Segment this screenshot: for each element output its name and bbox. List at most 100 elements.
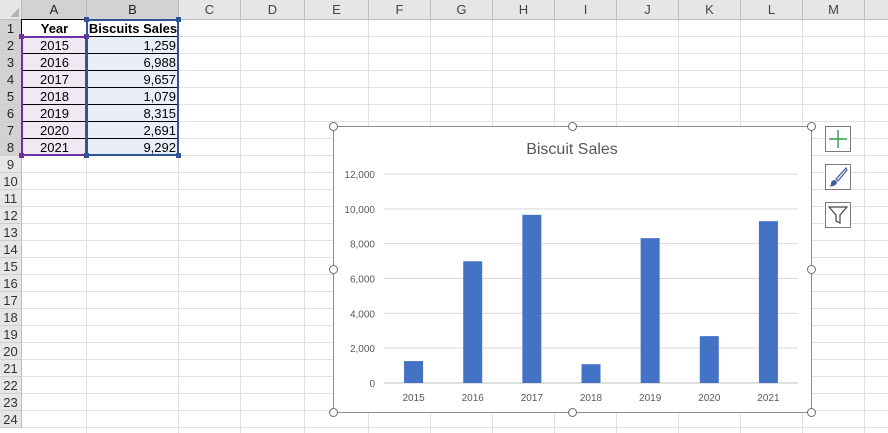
row-header-23[interactable]: 23 bbox=[0, 394, 22, 411]
chart-object[interactable]: Biscuit Sales 0 2,000 4,000 6,000 8,000 10,00… bbox=[333, 126, 812, 413]
column-header-c[interactable]: C bbox=[179, 0, 241, 20]
x-tick-label[interactable]: 2020 bbox=[698, 393, 721, 404]
column-header-l[interactable]: L bbox=[741, 0, 803, 20]
sales-cell[interactable]: 9,657 bbox=[87, 71, 179, 88]
chart-resize-handle[interactable] bbox=[567, 121, 577, 131]
row-header-19[interactable]: 19 bbox=[0, 326, 22, 343]
table-border bbox=[22, 70, 179, 71]
grid-line-horizontal bbox=[22, 36, 888, 37]
grid-line-vertical bbox=[304, 20, 305, 433]
row-header-16[interactable]: 16 bbox=[0, 275, 22, 292]
row-header-13[interactable]: 13 bbox=[0, 224, 22, 241]
row-header-15[interactable]: 15 bbox=[0, 258, 22, 275]
row-header-20[interactable]: 20 bbox=[0, 343, 22, 360]
y-tick-label[interactable]: 8,000 bbox=[350, 240, 375, 251]
chart-styles-button[interactable] bbox=[825, 164, 851, 190]
y-tick-label[interactable]: 10,000 bbox=[344, 205, 375, 216]
column-header-j[interactable]: J bbox=[617, 0, 679, 20]
range-handle[interactable] bbox=[84, 17, 89, 22]
year-cell[interactable]: 2016 bbox=[22, 54, 87, 71]
column-header-n[interactable]: N bbox=[865, 0, 888, 20]
chart-resize-handle[interactable] bbox=[806, 264, 816, 274]
y-tick-label[interactable]: 2,000 bbox=[350, 344, 375, 355]
sales-cell[interactable]: 8,315 bbox=[87, 105, 179, 122]
x-tick-label[interactable]: 2018 bbox=[580, 393, 603, 404]
column-header-d[interactable]: D bbox=[241, 0, 305, 20]
row-header-9[interactable]: 9 bbox=[0, 156, 22, 173]
grid-line-horizontal bbox=[22, 427, 888, 428]
year-cell[interactable]: 2017 bbox=[22, 71, 87, 88]
row-header-18[interactable]: 18 bbox=[0, 309, 22, 326]
sales-cell[interactable]: 9,292 bbox=[87, 139, 179, 156]
row-header-3[interactable]: 3 bbox=[0, 54, 22, 71]
chart-resize-handle[interactable] bbox=[806, 407, 816, 417]
row-header-5[interactable]: 5 bbox=[0, 88, 22, 105]
select-all-button[interactable] bbox=[0, 0, 22, 20]
bar-chart[interactable]: Biscuit Sales 0 2,000 4,000 6,000 8,000 10,00… bbox=[334, 127, 811, 412]
chart-resize-handle[interactable] bbox=[806, 121, 816, 131]
row-header-7[interactable]: 7 bbox=[0, 122, 22, 139]
year-cell[interactable]: 2019 bbox=[22, 105, 87, 122]
column-header-f[interactable]: F bbox=[369, 0, 431, 20]
table-border bbox=[22, 87, 179, 88]
column-header-k[interactable]: K bbox=[679, 0, 741, 20]
y-tick-label[interactable]: 0 bbox=[369, 379, 375, 390]
sales-cell[interactable]: 1,259 bbox=[87, 37, 179, 54]
row-header-24[interactable]: 24 bbox=[0, 411, 22, 428]
row-header-6[interactable]: 6 bbox=[0, 105, 22, 122]
chart-resize-handle[interactable] bbox=[567, 407, 577, 417]
y-tick-label[interactable]: 12,000 bbox=[344, 170, 375, 181]
column-header-e[interactable]: E bbox=[305, 0, 369, 20]
column-header-g[interactable]: G bbox=[431, 0, 493, 20]
bar-2016[interactable] bbox=[463, 261, 483, 383]
range-handle[interactable] bbox=[84, 153, 89, 158]
column-header-b[interactable]: B bbox=[87, 0, 179, 20]
chart-elements-button[interactable] bbox=[825, 126, 851, 152]
year-cell[interactable]: 2020 bbox=[22, 122, 87, 139]
grid-line-horizontal bbox=[22, 53, 888, 54]
bar-2021[interactable] bbox=[758, 221, 778, 383]
year-cell[interactable]: 2018 bbox=[22, 88, 87, 105]
row-header-10[interactable]: 10 bbox=[0, 173, 22, 190]
column-header-m[interactable]: M bbox=[803, 0, 865, 20]
bar-2018[interactable] bbox=[581, 364, 601, 383]
chart-resize-handle[interactable] bbox=[328, 121, 338, 131]
row-header-21[interactable]: 21 bbox=[0, 360, 22, 377]
column-header-h[interactable]: H bbox=[493, 0, 555, 20]
x-tick-label[interactable]: 2017 bbox=[521, 393, 544, 404]
row-header-22[interactable]: 22 bbox=[0, 377, 22, 394]
x-tick-label[interactable]: 2015 bbox=[402, 393, 425, 404]
bar-2020[interactable] bbox=[699, 336, 719, 383]
row-header-2[interactable]: 2 bbox=[0, 37, 22, 54]
sales-cell[interactable]: 2,691 bbox=[87, 122, 179, 139]
bar-2015[interactable] bbox=[404, 361, 424, 383]
row-header-14[interactable]: 14 bbox=[0, 241, 22, 258]
chart-resize-handle[interactable] bbox=[328, 407, 338, 417]
x-tick-label[interactable]: 2021 bbox=[757, 393, 780, 404]
row-header-17[interactable]: 17 bbox=[0, 292, 22, 309]
range-handle[interactable] bbox=[19, 153, 24, 158]
column-header-a[interactable]: A bbox=[22, 0, 87, 20]
chart-title[interactable]: Biscuit Sales bbox=[526, 141, 618, 158]
y-tick-label[interactable]: 6,000 bbox=[350, 275, 375, 286]
year-cell[interactable]: 2021 bbox=[22, 139, 87, 156]
x-tick-label[interactable]: 2019 bbox=[639, 393, 662, 404]
range-handle[interactable] bbox=[176, 153, 181, 158]
row-header-11[interactable]: 11 bbox=[0, 190, 22, 207]
chart-resize-handle[interactable] bbox=[328, 264, 338, 274]
bar-2019[interactable] bbox=[640, 238, 660, 383]
row-header-12[interactable]: 12 bbox=[0, 207, 22, 224]
range-handle[interactable] bbox=[176, 17, 181, 22]
row-header-4[interactable]: 4 bbox=[0, 71, 22, 88]
sales-cell[interactable]: 6,988 bbox=[87, 54, 179, 71]
sales-cell[interactable]: 1,079 bbox=[87, 88, 179, 105]
header-cell-year[interactable]: Year bbox=[40, 21, 69, 36]
chart-filters-button[interactable] bbox=[825, 202, 851, 228]
y-tick-label[interactable]: 4,000 bbox=[350, 309, 375, 320]
year-cell[interactable]: 2015 bbox=[22, 37, 87, 54]
x-tick-label[interactable]: 2016 bbox=[462, 393, 485, 404]
column-header-i[interactable]: I bbox=[555, 0, 617, 20]
range-handle[interactable] bbox=[19, 34, 24, 39]
bar-2017[interactable] bbox=[522, 214, 542, 383]
header-cell-biscuits-sales[interactable]: Biscuits Sales bbox=[88, 21, 178, 36]
